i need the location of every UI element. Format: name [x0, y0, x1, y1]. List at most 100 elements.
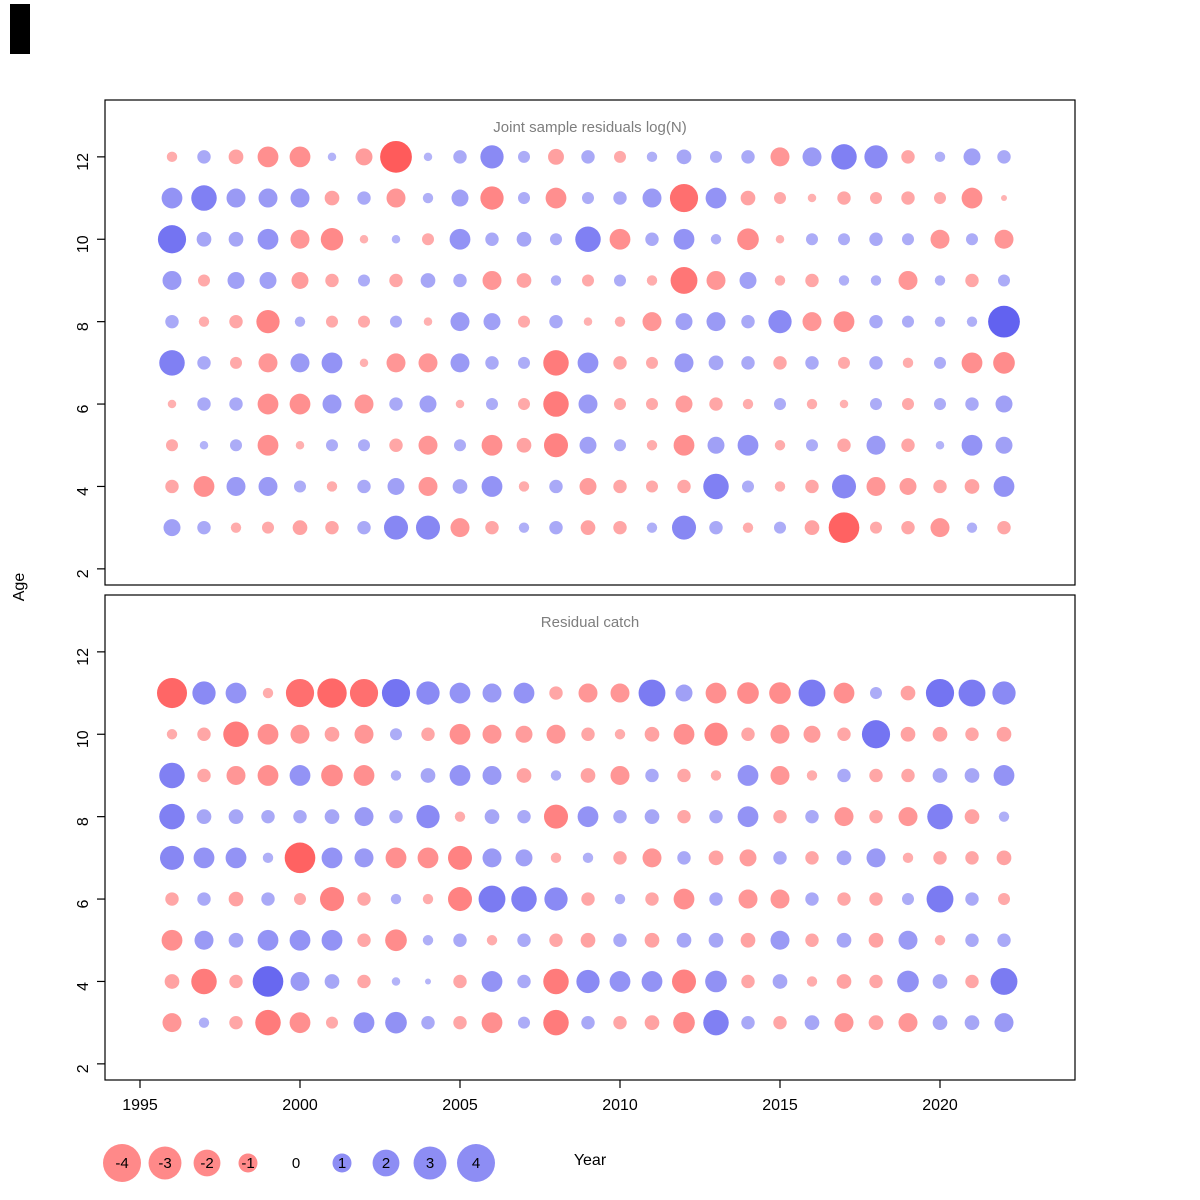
residual-bubble [645, 892, 659, 906]
residual-bubble [898, 270, 918, 290]
residual-bubble [934, 151, 946, 163]
residual-bubble [166, 151, 178, 163]
residual-bubble [163, 519, 181, 537]
residual-bubble [418, 353, 438, 373]
residual-bubble [261, 892, 275, 906]
residual-bubble [740, 932, 756, 948]
residual-bubble [806, 976, 818, 987]
residual-bubble [805, 933, 819, 947]
residual-bubble [293, 480, 307, 493]
residual-bubble [898, 930, 918, 950]
residual-bubble [390, 770, 402, 781]
residual-bubble [228, 932, 244, 948]
residual-bubble [609, 971, 631, 992]
residual-bubble [419, 395, 437, 413]
residual-bubble [517, 974, 531, 989]
residual-bubble [159, 350, 185, 376]
residual-bubble [993, 352, 1015, 374]
residual-bubble [864, 145, 888, 169]
residual-bubble [964, 479, 980, 494]
residual-bubble [741, 974, 755, 989]
residual-bubble [834, 807, 854, 827]
residual-bubble [197, 727, 211, 741]
residual-bubble [613, 520, 627, 535]
residual-bubble [707, 436, 725, 454]
residual-bubble [257, 434, 279, 456]
residual-bubble [580, 932, 596, 948]
panel-box [104, 594, 1076, 1081]
residual-bubble [422, 935, 434, 946]
residual-bubble [708, 355, 724, 371]
residual-bubble [677, 768, 691, 783]
residual-bubble [805, 356, 819, 370]
residual-bubble [673, 1011, 695, 1034]
x-tick-label: 2000 [282, 1097, 318, 1114]
residual-bubble [321, 352, 343, 374]
residual-bubble [737, 682, 759, 704]
residual-bubble [837, 438, 851, 452]
residual-bubble [703, 473, 729, 500]
panel-title-residual-catch: Residual catch [540, 614, 640, 631]
residual-bubble [770, 724, 790, 744]
residual-bubble [229, 1015, 243, 1030]
residual-bubble [478, 885, 506, 913]
residual-bubble [261, 809, 275, 824]
residual-bubble [481, 434, 503, 456]
residual-bubble [550, 770, 562, 781]
residual-bubble [645, 480, 659, 493]
residual-bubble [416, 681, 440, 705]
residual-bubble [737, 806, 759, 828]
residual-bubble [391, 235, 401, 244]
residual-bubble [548, 148, 564, 165]
residual-bubble [769, 682, 791, 704]
residual-bubble [964, 768, 980, 783]
residual-bubble [861, 720, 891, 749]
residual-bubble [284, 842, 316, 874]
residual-bubble [545, 187, 567, 209]
residual-bubble [486, 935, 498, 946]
residual-bubble [709, 892, 723, 906]
y-axis-label: Age [11, 572, 29, 602]
residual-bubble [710, 770, 722, 781]
residual-bubble [262, 852, 274, 864]
residual-bubble [805, 233, 819, 246]
residual-bubble [517, 150, 531, 163]
residual-bubble [965, 974, 979, 989]
residual-bubble [453, 933, 467, 947]
residual-bubble [933, 356, 947, 369]
residual-bubble [958, 679, 986, 707]
residual-bubble [990, 968, 1018, 995]
residual-bubble [610, 765, 630, 785]
residual-bubble [740, 190, 756, 206]
residual-bubble [901, 398, 915, 411]
residual-bubble [644, 726, 660, 742]
residual-bubble [581, 1015, 595, 1030]
residual-bubble [389, 809, 403, 824]
residual-bubble [901, 893, 915, 906]
legend-bubble [332, 1153, 352, 1173]
residual-bubble [226, 476, 246, 496]
residual-bubble [675, 684, 693, 702]
residual-bubble [709, 809, 723, 824]
residual-bubble [837, 233, 851, 246]
residual-bubble [837, 191, 851, 205]
legend-bubble [103, 1144, 141, 1182]
residual-bubble [770, 147, 790, 167]
residual-bubble [965, 273, 979, 288]
residual-bubble [357, 479, 371, 494]
residual-bubble [482, 848, 502, 868]
residual-bubble [449, 723, 471, 745]
residual-bubble [932, 1015, 948, 1031]
residual-bubble [321, 764, 343, 787]
residual-bubble [485, 398, 499, 411]
residual-bubble [932, 974, 948, 989]
y-tick-label: 2 [75, 569, 92, 578]
panel-title-log-n: Joint sample residuals log(N) [493, 119, 687, 136]
residual-bubble [645, 356, 659, 369]
residual-bubble [807, 193, 817, 203]
residual-bubble [933, 479, 947, 494]
residual-bubble [289, 146, 311, 168]
residual-bubble [902, 357, 914, 369]
residual-bubble [159, 762, 185, 789]
residual-bubble [775, 235, 785, 244]
